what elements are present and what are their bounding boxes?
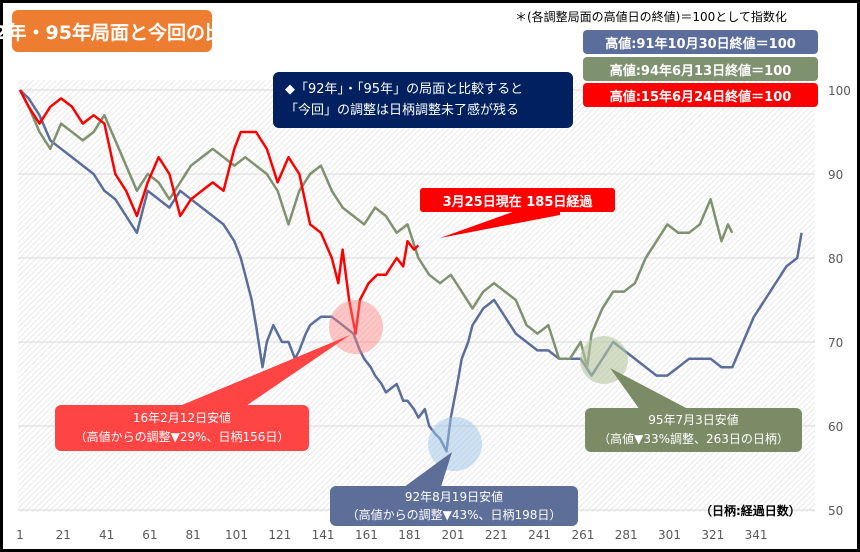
y-tick-label: 60	[828, 420, 843, 434]
callout-line: （高値▼33%調整、263日の日柄）	[598, 432, 789, 446]
x-tick-label: 281	[615, 528, 638, 542]
callout-line: 95年7月3日安値	[648, 413, 739, 427]
comment-box: ◆「92年」・「95年」の局面と比較すると 「今回」の調整は日柄調整未了感が残る	[273, 72, 573, 128]
x-tick-label: 141	[312, 528, 335, 542]
x-tick-label: 41	[99, 528, 114, 542]
green-callout-pointer	[610, 368, 690, 410]
x-tick-label: 321	[701, 528, 724, 542]
red-low-callout: 16年2月12日安値 （高値からの調整▼29%、日柄156日）	[55, 405, 309, 451]
x-tick-label: 261	[571, 528, 594, 542]
callout-line: 92年8月19日安値	[404, 490, 504, 504]
x-tick-label: 101	[225, 528, 248, 542]
x-tick-label: 21	[56, 528, 71, 542]
index-note: ＊(各調整局面の高値日の終値)＝100として指数化	[515, 10, 787, 24]
callout-line: （高値からの調整▼43%、日柄198日）	[346, 508, 562, 522]
callout-line: （高値からの調整▼29%、日柄156日）	[74, 430, 290, 444]
blue-callout-pointer	[400, 452, 452, 490]
y-tick-label: 100	[828, 84, 851, 98]
y-tick-label: 80	[828, 252, 843, 266]
legend-green: 高値:94年6月13日終値＝100	[583, 57, 818, 81]
x-tick-label: 181	[398, 528, 421, 542]
x-tick-label: 301	[658, 528, 681, 542]
x-tick-label: 241	[528, 528, 551, 542]
blue-low-callout: 92年8月19日安値 （高値からの調整▼43%、日柄198日）	[330, 486, 578, 526]
comment-line: 「今回」の調整は日柄調整未了感が残る	[285, 103, 520, 118]
callout-line: 16年2月12日安値	[132, 411, 232, 425]
y-tick-label: 90	[828, 168, 843, 182]
y-tick-label: 70	[828, 336, 843, 350]
legend-red: 高値:15年6月24日終値＝100	[583, 83, 818, 107]
xaxis-note: （日柄:経過日数）	[700, 504, 801, 518]
x-tick-label: 161	[355, 528, 378, 542]
series-1992-line	[19, 89, 803, 453]
red-low-highlight	[329, 300, 383, 354]
series-current-line	[18, 89, 420, 335]
series-1995-line	[18, 89, 734, 369]
current-label: 3月25日現在 185日経過	[420, 188, 615, 212]
legend-blue: 高値:91年10月30日終値＝100	[583, 30, 818, 54]
red-callout-pointer	[170, 335, 350, 410]
x-tick-label: 121	[268, 528, 291, 542]
x-tick-label: 61	[142, 528, 157, 542]
comment-line: ◆「92年」・「95年」の局面と比較すると	[285, 82, 524, 97]
chart-title: 92年・95年局面と今回の比較	[0, 10, 243, 52]
x-tick-label: 1	[16, 528, 24, 542]
x-tick-label: 81	[186, 528, 201, 542]
x-tick-label: 221	[485, 528, 508, 542]
y-tick-label: 50	[828, 504, 843, 518]
x-tick-label: 201	[442, 528, 465, 542]
x-tick-label: 341	[745, 528, 768, 542]
green-low-callout: 95年7月3日安値 （高値▼33%調整、263日の日柄）	[585, 408, 802, 452]
blue-low-highlight	[428, 417, 482, 471]
